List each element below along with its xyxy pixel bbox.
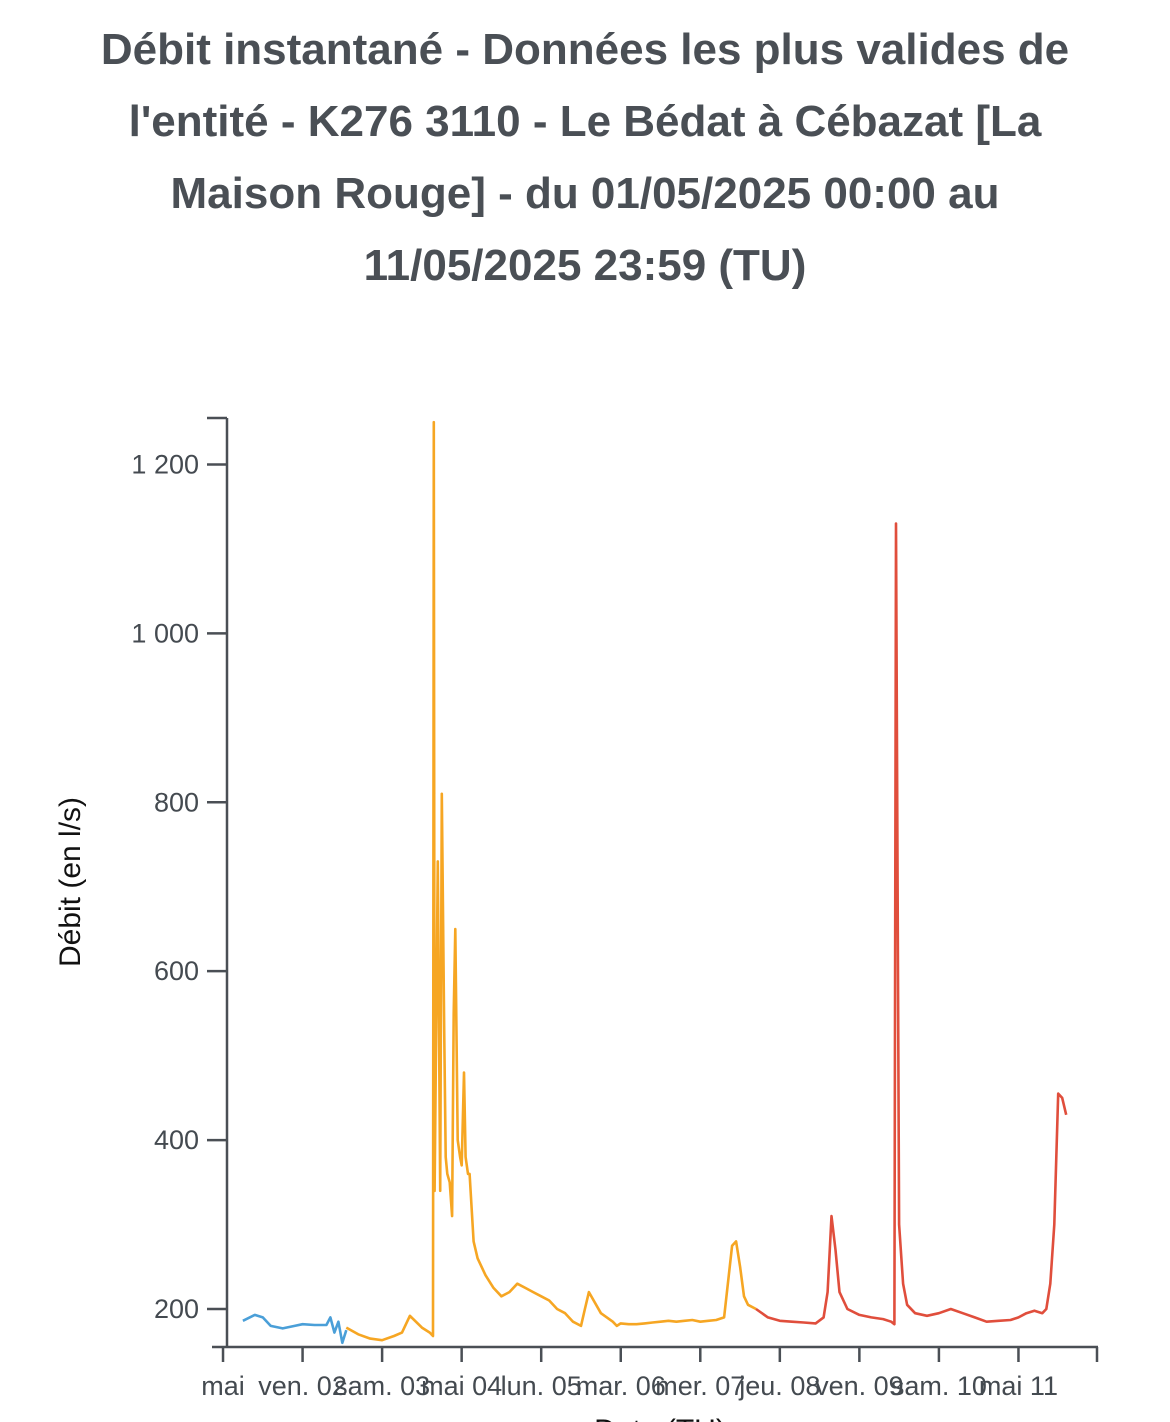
- x-tick-label: ven. 02: [258, 1371, 347, 1401]
- y-tick-label: 1 200: [131, 449, 199, 479]
- x-tick-label: mer. 07: [655, 1371, 745, 1401]
- x-tick-label: mai: [201, 1371, 245, 1401]
- y-tick-label: 200: [154, 1294, 199, 1324]
- series-line-3: [755, 522, 1068, 1326]
- x-tick-label: lun. 05: [501, 1371, 582, 1401]
- x-tick-label: sam. 10: [891, 1371, 987, 1401]
- x-tick-label: jeu. 08: [738, 1371, 820, 1401]
- series-layer: [242, 420, 1068, 1345]
- y-tick-label: 1 000: [131, 618, 199, 648]
- y-tick-label: 600: [154, 956, 199, 986]
- series-line-2: [345, 420, 757, 1342]
- x-tick-label: mai 11: [979, 1371, 1058, 1401]
- y-ticks: 200 400 600 800 1 000 1 200: [131, 449, 227, 1324]
- x-axis-title: Date (TU): [594, 1414, 726, 1422]
- x-tick-label: sam. 03: [334, 1371, 430, 1401]
- chart-title: Débit instantané - Données les plus vali…: [100, 25, 1070, 290]
- y-tick-label: 400: [154, 1125, 199, 1155]
- y-axis-title: Débit (en l/s): [54, 797, 87, 967]
- x-tick-label: mai 04: [421, 1371, 502, 1401]
- y-tick-label: 800: [154, 787, 199, 817]
- x-tick-label: mar. 06: [576, 1371, 666, 1401]
- series-line-1: [242, 1313, 348, 1345]
- x-tick-label: ven. 09: [815, 1371, 904, 1401]
- axes-layer: [207, 416, 1099, 1362]
